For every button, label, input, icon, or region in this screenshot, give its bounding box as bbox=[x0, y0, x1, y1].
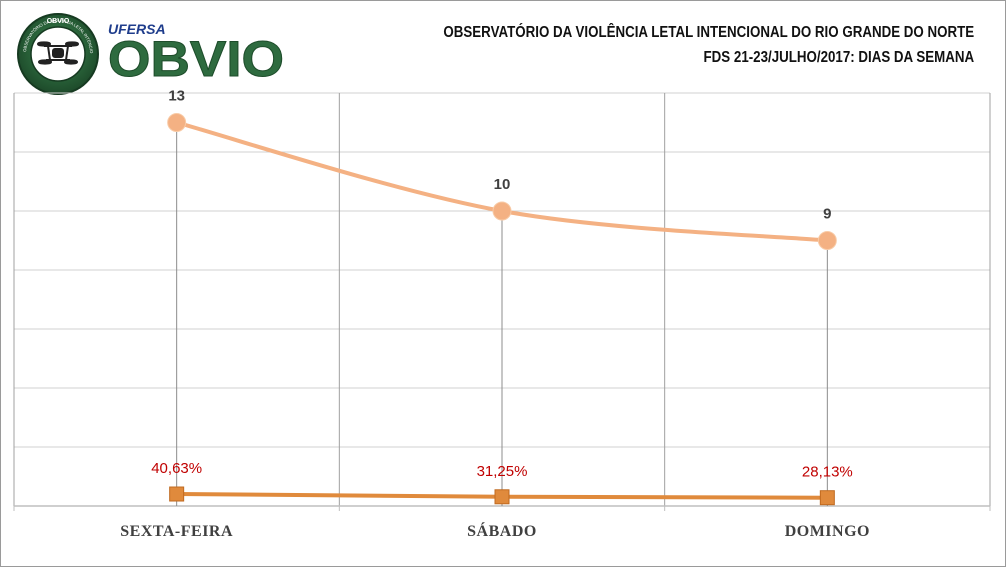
series-counts-point bbox=[492, 201, 512, 221]
series-counts-data-label: 10 bbox=[494, 176, 511, 193]
x-axis-tick-label: SEXTA-FEIRA bbox=[120, 523, 233, 540]
chart-title-line-2: FDS 21-23/JULHO/2017: DIAS DA SEMANA bbox=[703, 49, 974, 66]
chart-title: OBSERVATÓRIO DA VIOLÊNCIA LETAL INTENCIO… bbox=[443, 20, 974, 70]
series-percents-data-label: 31,25% bbox=[477, 463, 528, 480]
series-percents-point bbox=[169, 486, 185, 502]
seal-top-text: OBVIO bbox=[47, 18, 70, 25]
series-counts-data-label: 9 bbox=[823, 206, 831, 223]
drone-icon bbox=[37, 41, 79, 65]
series-percents-point bbox=[819, 490, 835, 506]
x-axis-tick-label: DOMINGO bbox=[785, 523, 870, 540]
series-counts-point bbox=[817, 231, 837, 250]
ufersa-label: UFERSA bbox=[108, 21, 166, 37]
series-counts-data-label: 13 bbox=[168, 88, 185, 105]
series-percents-point bbox=[494, 489, 510, 505]
series-counts-point bbox=[167, 113, 187, 132]
obvio-wordmark: OBVIO bbox=[108, 31, 284, 87]
series-percents-data-label: 28,13% bbox=[802, 464, 853, 481]
obvio-logo: OBVIO OBSERVATÓRIO DA VIOLÊNCIA LETAL IN… bbox=[14, 10, 285, 95]
chart-title-line-1: OBSERVATÓRIO DA VIOLÊNCIA LETAL INTENCIO… bbox=[443, 24, 974, 41]
x-axis-tick-label: SÁBADO bbox=[467, 521, 537, 540]
series-percents-data-label: 40,63% bbox=[151, 460, 202, 477]
